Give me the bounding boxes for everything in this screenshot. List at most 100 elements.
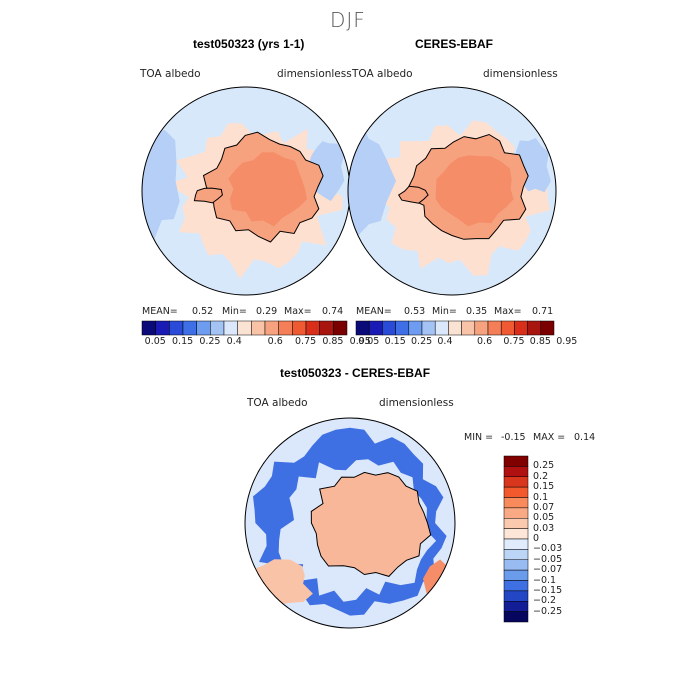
colorbar-tick-label: 0.85: [529, 336, 551, 347]
map-field: [245, 418, 455, 628]
colorbar-cell: [503, 455, 529, 467]
colorbar-cell: [448, 320, 462, 336]
colorbar-cell: [278, 320, 293, 336]
peninsula: [398, 185, 429, 204]
colorbar-cell: [196, 320, 211, 336]
map-boundary: [244, 417, 456, 629]
colorbar-cell: [503, 538, 529, 550]
panel1-mean-value: 0.52: [192, 306, 214, 317]
colorbar-cell: [503, 601, 529, 612]
panel2-colorbar: [355, 320, 555, 336]
panel3-min-value: -0.15: [501, 432, 526, 443]
colorbar-cell: [251, 320, 266, 336]
colorbar-cell: [461, 320, 476, 336]
colorbar-tick-label: 0.07: [533, 501, 555, 513]
panel1-title: test050323 (yrs 1-1): [193, 37, 305, 51]
colorbar-cell: [503, 580, 529, 592]
colorbar-cell: [355, 320, 370, 336]
panel3-map: [244, 417, 456, 629]
panel3-colorbar: [503, 455, 529, 623]
colorbar-cell: [503, 611, 529, 623]
colorbar-tick-label: 0.95: [556, 336, 578, 347]
colorbar-tick-label: 0.4: [226, 336, 242, 347]
colorbar-cell: [395, 320, 410, 336]
panel2-max-label: Max=: [494, 306, 522, 317]
panel3-min-label: MIN =: [464, 432, 494, 443]
colorbar-cell: [182, 320, 197, 336]
panel1-min-label: Min=: [222, 306, 247, 317]
colorbar-tick-label: 0.75: [503, 336, 525, 347]
panel1-mean-label: MEAN=: [142, 306, 178, 317]
panel2-title: CERES-EBAF: [415, 37, 494, 51]
colorbar-tick-label: 0.85: [322, 336, 344, 347]
colorbar-tick-label: 0: [533, 533, 540, 544]
colorbar-tick-label: 0.15: [533, 481, 555, 493]
colorbar-tick-label: 0.15: [384, 336, 406, 347]
plateau: [435, 155, 514, 227]
colorbar-cell: [155, 320, 170, 336]
colorbar-cell: [368, 320, 383, 336]
colorbar-tick-label: 0.6: [267, 336, 283, 347]
colorbar-tick-label: 0.95: [349, 336, 371, 347]
colorbar-cell: [503, 590, 529, 602]
map-boundary: [347, 86, 557, 296]
positive-patch: [245, 559, 313, 608]
colorbar-cell: [503, 486, 529, 498]
colorbar-cell: [382, 320, 396, 336]
colorbar-cell: [237, 320, 252, 336]
colorbar-cell: [292, 320, 307, 336]
panel1-colorbar: [141, 320, 348, 336]
colorbar-cell: [333, 320, 348, 336]
colorbar-tick-label: −0.25: [533, 605, 563, 617]
colorbar-tick-label: 0.2: [533, 470, 549, 482]
colorbar-cell: [503, 518, 529, 529]
colorbar-tick-label: 0.15: [172, 336, 194, 347]
colorbar-cell: [540, 320, 555, 336]
panel2-max-value: 0.71: [532, 306, 554, 317]
colorbar-cell: [169, 320, 184, 336]
plateau: [228, 152, 308, 227]
colorbar-cell: [408, 320, 423, 336]
colorbar-cell: [514, 320, 528, 336]
page-title: DJF: [330, 8, 366, 32]
positive-patch: [423, 559, 455, 628]
colorbar-tick-label: 0.25: [199, 336, 221, 347]
colorbar-tick-label: 0.1: [533, 491, 549, 503]
panel2-min-value: 0.35: [466, 306, 488, 317]
antarctica: [310, 471, 432, 577]
colorbar-cell: [434, 320, 449, 336]
colorbar-cell: [487, 320, 502, 336]
colorbar-cell: [319, 320, 334, 336]
cloud-band: [142, 117, 180, 243]
colorbar-cell: [264, 320, 279, 336]
colorbar-tick-label: 0.03: [533, 522, 555, 534]
colorbar-cell: [503, 507, 529, 519]
colorbar-cell: [210, 320, 225, 336]
colorbar-cell: [305, 320, 320, 336]
colorbar-cell: [503, 559, 529, 571]
colorbar-cell: [527, 320, 542, 336]
colorbar-cell: [503, 549, 529, 560]
panel1-max-value: 0.74: [322, 306, 344, 317]
colorbar-cell: [223, 320, 238, 336]
panel3-title: test050323 - CERES-EBAF: [280, 366, 431, 380]
panel1-max-label: Max=: [284, 306, 312, 317]
colorbar-tick-label: 0.75: [295, 336, 317, 347]
colorbar-cell: [503, 528, 529, 540]
colorbar-tick-label: −0.07: [533, 564, 563, 576]
colorbar-tick-label: −0.15: [533, 584, 563, 596]
colorbar-cell: [500, 320, 515, 336]
panel2-variable: TOA albedo: [352, 68, 413, 80]
panel2-map: [347, 86, 557, 296]
cloud-band: [348, 115, 396, 241]
colorbar-cell: [503, 466, 529, 477]
colorbar-cell: [503, 476, 529, 488]
peninsula: [193, 187, 223, 204]
panel1-min-value: 0.29: [256, 306, 278, 317]
panel3-variable: TOA albedo: [247, 397, 308, 409]
colorbar-tick-label: 0.25: [533, 460, 555, 472]
colorbar-tick-label: 0.4: [437, 336, 453, 347]
colorbar-tick-label: 0.05: [144, 336, 166, 347]
panel3-max-value: 0.14: [574, 432, 596, 443]
panel2-units: dimensionless: [483, 68, 558, 80]
